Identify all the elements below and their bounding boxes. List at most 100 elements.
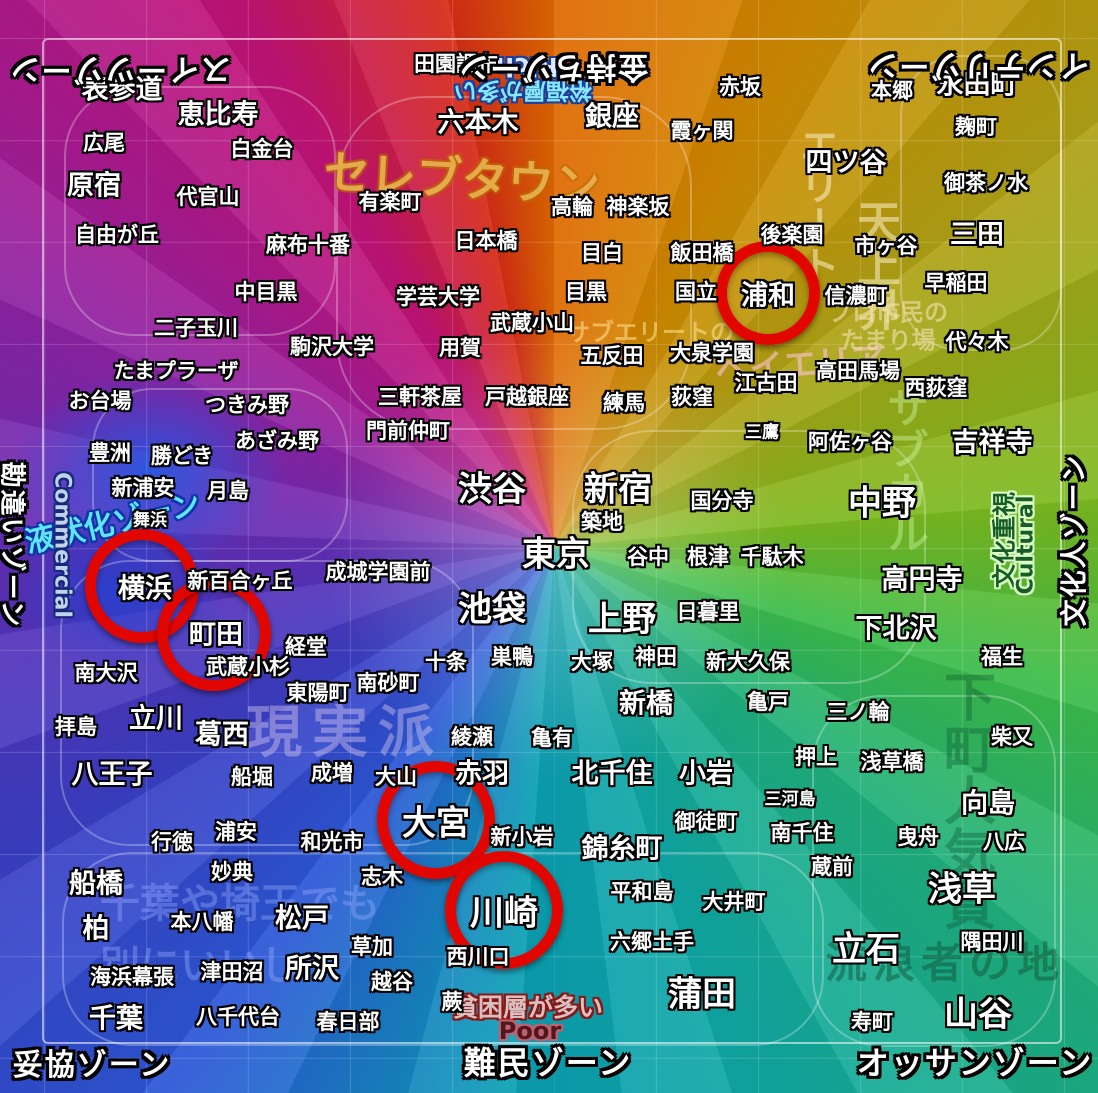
station-label: 亀有 xyxy=(531,726,573,750)
station-label: 浦安 xyxy=(215,820,257,844)
zone-label-top-center: 金持ちゾーン xyxy=(457,49,649,84)
station-label: 錦糸町 xyxy=(581,833,663,865)
station-label: 原宿 xyxy=(67,170,121,202)
station-label: 川崎 xyxy=(470,893,538,934)
station-label: 福生 xyxy=(981,645,1023,669)
station-label: つきみ野 xyxy=(205,393,289,417)
station-label: 蕨 xyxy=(441,990,463,1014)
station-label: 赤坂 xyxy=(719,75,761,99)
station-label: 信濃町 xyxy=(824,284,888,308)
station-label: 十条 xyxy=(425,650,467,674)
station-label: 谷中 xyxy=(627,545,669,569)
station-label: 麹町 xyxy=(955,115,997,139)
zone-label-bottom-center: 難民ゾーン xyxy=(463,1044,633,1082)
zone-label-bottom-right: オッサンゾーン xyxy=(856,1044,1094,1082)
station-label: 駒沢大学 xyxy=(290,335,374,359)
station-label: 和光市 xyxy=(300,830,364,854)
station-label: 浅草 xyxy=(928,869,996,910)
station-label: 大泉学園 xyxy=(670,341,754,365)
station-label: 五反田 xyxy=(580,344,644,368)
station-label: 三田 xyxy=(950,219,1004,251)
station-label: 江古田 xyxy=(734,371,798,395)
station-label: 門前仲町 xyxy=(366,419,450,443)
station-label: 町田 xyxy=(189,619,243,651)
station-label: 目白 xyxy=(581,241,623,265)
station-label: 柏 xyxy=(82,913,110,945)
station-label: 自由が丘 xyxy=(75,223,159,247)
station-label: 横浜 xyxy=(118,573,172,605)
background-annotation: Cultural xyxy=(1013,495,1039,595)
station-label: 学芸大学 xyxy=(396,285,480,309)
zone-label-top-left: スイーツゾーン xyxy=(9,51,231,86)
station-label: 四ツ谷 xyxy=(805,147,887,179)
station-label: 有楽町 xyxy=(358,190,422,214)
station-label: 新橋 xyxy=(619,688,673,720)
station-label: 成増 xyxy=(311,761,353,785)
station-label: 津田沼 xyxy=(200,960,264,984)
station-label: 押上 xyxy=(795,745,837,769)
station-label: 浦和 xyxy=(741,280,795,312)
station-label: 西川口 xyxy=(446,945,510,969)
station-label: あざみ野 xyxy=(235,429,319,453)
station-label: 大井町 xyxy=(702,890,766,914)
station-label: 三ノ輪 xyxy=(826,700,890,724)
station-label: 船橋 xyxy=(69,868,123,900)
station-label: 新小岩 xyxy=(490,825,554,849)
station-label: 根津 xyxy=(687,545,729,569)
station-label: 日暮里 xyxy=(676,600,740,624)
station-label: 行徳 xyxy=(151,830,193,854)
station-label: 広尾 xyxy=(83,131,125,155)
station-label: 神田 xyxy=(635,645,677,669)
station-label: 六郷土手 xyxy=(610,930,694,954)
station-label: 勝どき xyxy=(150,444,214,468)
station-label: 大塚 xyxy=(571,650,613,674)
station-label: 新百合ヶ丘 xyxy=(187,569,293,593)
station-label: 小岩 xyxy=(679,758,733,790)
station-label: 渋谷 xyxy=(458,469,526,510)
station-label: 上野 xyxy=(588,599,656,640)
station-label: 早稲田 xyxy=(924,271,988,295)
station-label: 神楽坂 xyxy=(606,195,670,219)
station-label: 二子玉川 xyxy=(154,316,238,340)
station-label: たまプラーザ xyxy=(113,359,239,383)
station-label: 武蔵小山 xyxy=(490,311,574,335)
background-annotation: たまり場 xyxy=(840,326,936,355)
background-annotation: サブカル xyxy=(880,386,930,554)
background-annotation: Commercial xyxy=(49,472,75,618)
zone-label-bottom-left: 妥協ゾーン xyxy=(12,1048,172,1083)
station-label: 新宿 xyxy=(584,469,652,510)
station-label: 草加 xyxy=(351,935,393,959)
station-label: 舞浜 xyxy=(133,510,167,531)
station-label: 後楽園 xyxy=(760,223,824,247)
station-label: 大宮 xyxy=(402,803,470,844)
station-label: 武蔵小杉 xyxy=(206,655,290,679)
station-label: 吉祥寺 xyxy=(951,427,1033,459)
station-label: 銀座 xyxy=(585,101,639,133)
station-label: 練馬 xyxy=(603,391,645,415)
station-label: 南大沢 xyxy=(74,661,138,685)
station-label: 綾瀬 xyxy=(451,725,493,749)
station-label: 新大久保 xyxy=(706,650,790,674)
station-label: 曳舟 xyxy=(897,825,939,849)
station-label: 拝島 xyxy=(55,715,97,739)
station-label: 蔵前 xyxy=(811,855,853,879)
zone-label-right-edge: 文化人ゾーン xyxy=(1059,453,1091,627)
station-label: 戸越銀座 xyxy=(485,385,569,409)
station-label: 高田馬場 xyxy=(816,359,900,383)
station-label: 本八幡 xyxy=(170,910,234,934)
station-label: 三鷹 xyxy=(745,422,779,443)
station-label: 巣鴨 xyxy=(491,645,533,669)
station-label: 千駄木 xyxy=(740,545,804,569)
station-label: 志木 xyxy=(361,865,403,889)
zone-label-top-right: インテリゾーン xyxy=(866,47,1090,82)
station-label: 中目黒 xyxy=(234,280,298,304)
station-label: 池袋 xyxy=(458,589,526,630)
station-label: お台場 xyxy=(68,389,132,413)
station-label: 阿佐ヶ谷 xyxy=(808,430,892,454)
station-label: 白金台 xyxy=(230,137,294,161)
station-label: 東陽町 xyxy=(286,681,350,705)
station-label: 赤羽 xyxy=(455,758,509,790)
station-label: 代々木 xyxy=(945,330,1009,354)
station-label: 立川 xyxy=(129,703,183,735)
